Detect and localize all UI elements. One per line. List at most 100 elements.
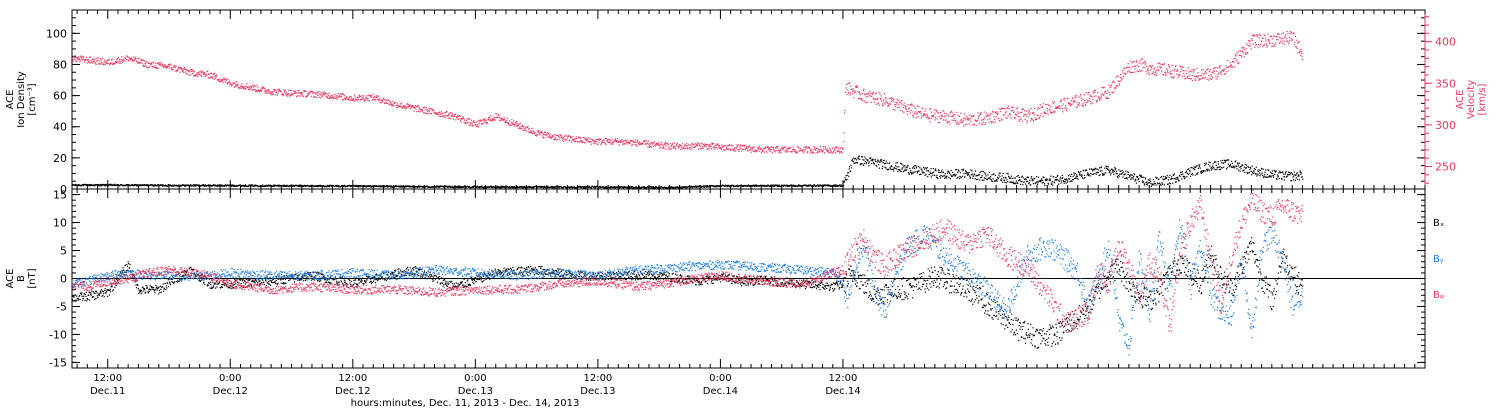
ion-density-series-point	[1115, 172, 1117, 174]
ion-density-series-point	[1134, 180, 1136, 182]
ion-density-series-point	[1122, 176, 1124, 178]
velocity-series-point	[942, 119, 944, 121]
ion-density-series-point	[685, 186, 687, 188]
ion-density-series-point	[1089, 175, 1091, 177]
velocity-series-point	[353, 94, 355, 96]
ion-density-series-point	[984, 178, 986, 180]
ion-density-series-point	[928, 170, 930, 172]
velocity-series-point	[164, 64, 166, 66]
velocity-series-point	[218, 80, 220, 82]
velocity-series-point	[965, 115, 967, 117]
ion-density-series-point	[1180, 171, 1182, 173]
ion-density-series-point	[1209, 162, 1211, 164]
ion-density-series-point	[1260, 173, 1262, 175]
velocity-series-point	[483, 121, 485, 123]
ion-density-series-point	[225, 184, 227, 186]
ion-density-series-point	[941, 175, 944, 177]
ion-density-series-point	[866, 161, 868, 163]
velocity-series-point	[563, 138, 565, 140]
ion-density-series-point	[834, 185, 836, 187]
ion-density-series-point	[818, 184, 820, 186]
velocity-series-point	[903, 111, 905, 114]
velocity-series-point	[173, 66, 175, 68]
ion-density-series-point	[368, 185, 370, 188]
ion-density-series-point	[876, 165, 878, 167]
ion-density-series-point	[945, 176, 947, 178]
velocity-series-point	[327, 94, 330, 96]
ion-density-series-point	[912, 167, 914, 169]
ion-density-series-point	[754, 185, 756, 187]
velocity-series-point	[227, 78, 229, 80]
velocity-series-point	[298, 95, 300, 97]
ion-density-series-point	[1124, 173, 1126, 175]
ion-density-series-point	[623, 186, 626, 188]
velocity-series-point	[832, 147, 834, 149]
ion-density-series-point	[876, 161, 878, 163]
ion-density-series-point	[241, 185, 243, 187]
ion-density-series-point	[319, 185, 321, 187]
velocity-series-point	[336, 97, 338, 99]
ion-density-series-point	[917, 171, 919, 173]
ion-density-series-point	[1143, 183, 1145, 185]
velocity-series-point	[389, 103, 391, 105]
velocity-series-point	[291, 94, 293, 96]
ion-density-series-point	[1266, 173, 1268, 176]
ion-density-series-point	[412, 185, 414, 187]
ion-density-series-point	[848, 168, 850, 170]
velocity-series-point	[373, 96, 375, 98]
velocity-series-point	[437, 113, 439, 115]
ion-density-series-point	[1240, 166, 1242, 168]
velocity-series-point	[406, 107, 408, 109]
ion-density-series-point	[696, 186, 698, 189]
velocity-series-point	[851, 93, 853, 95]
velocity-series-point	[1004, 108, 1006, 110]
velocity-series-point	[447, 113, 450, 115]
velocity-series-point	[99, 63, 101, 65]
velocity-series-point	[553, 134, 555, 136]
velocity-series-point	[710, 148, 712, 150]
velocity-series-point	[645, 140, 648, 142]
ion-density-series-point	[520, 186, 522, 188]
velocity-series-point	[410, 106, 412, 108]
velocity-series-point	[203, 71, 206, 74]
velocity-series-point	[229, 82, 231, 84]
ion-density-series-point	[1121, 170, 1123, 172]
velocity-series-point	[477, 125, 479, 127]
ion-density-series-point	[87, 185, 89, 187]
ion-density-series-point	[681, 186, 683, 188]
velocity-series-point	[371, 96, 373, 98]
ion-density-series-point	[945, 175, 947, 177]
ion-density-series-point	[953, 173, 955, 175]
velocity-series-point	[208, 73, 210, 76]
ion-density-series-point	[846, 178, 848, 180]
ion-density-series-point	[752, 185, 754, 187]
velocity-series-point	[904, 108, 906, 110]
velocity-series-point	[804, 149, 806, 151]
velocity-series-point	[80, 56, 82, 58]
ion-density-series-point	[979, 171, 981, 174]
ion-density-series-point	[774, 185, 776, 187]
velocity-series-point	[696, 145, 699, 147]
ion-density-series-point	[126, 185, 128, 187]
ion-density-series-point	[480, 187, 482, 189]
velocity-series-point	[845, 84, 847, 86]
velocity-series-point	[217, 79, 219, 81]
ion-density-series-point	[1181, 171, 1183, 173]
ion-density-series-point	[1113, 173, 1115, 175]
ion-density-series-point	[502, 185, 504, 187]
velocity-series-point	[407, 106, 409, 108]
velocity-series-point	[377, 95, 379, 97]
velocity-series-point	[600, 138, 602, 140]
velocity-series-point	[536, 135, 538, 137]
ion-density-series-point	[1107, 166, 1109, 168]
ion-density-series-point	[1196, 173, 1198, 175]
velocity-series-point	[879, 93, 881, 95]
velocity-series-point	[406, 103, 408, 106]
velocity-series-point	[578, 136, 580, 138]
ion-density-series-point	[880, 160, 882, 162]
y-tick-label: 60	[53, 90, 67, 103]
velocity-series-point	[966, 123, 968, 125]
ion-density-series-point	[669, 187, 671, 189]
velocity-series-point	[652, 145, 654, 147]
